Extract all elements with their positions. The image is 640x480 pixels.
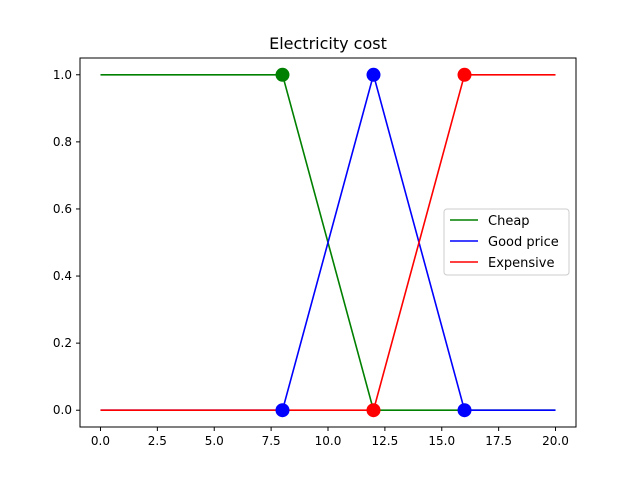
- axes-frame: [79, 57, 577, 428]
- y-tick-label: 0.6: [53, 202, 72, 216]
- x-tick-label: 10.0: [315, 434, 342, 448]
- chart-title: Electricity cost: [269, 34, 387, 53]
- series-marker-2: [457, 403, 472, 418]
- series-marker-2: [366, 67, 381, 82]
- x-tick-label: 2.5: [148, 434, 167, 448]
- series-marker-3: [457, 67, 472, 82]
- x-tick-label: 7.5: [262, 434, 281, 448]
- legend-box: [443, 208, 570, 276]
- x-tick-label: 17.5: [485, 434, 512, 448]
- x-tick-label: 5.0: [205, 434, 224, 448]
- series-marker-2: [275, 403, 290, 418]
- series-marker-1: [275, 67, 290, 82]
- legend-label: Good price: [488, 235, 559, 250]
- legend: Cheap Good price Expensive: [443, 208, 570, 276]
- y-tick-label: 1.0: [53, 68, 72, 82]
- plot-area: 0.0 2.5 5.0 7.5 10.0 12.5 15.0 17.5 20.0 0.0 0.2 0.…: [53, 67, 569, 448]
- legend-label: Expensive: [488, 256, 554, 271]
- legend-label: Cheap: [488, 214, 530, 229]
- series-marker-3: [366, 403, 381, 418]
- x-tick-label: 20.0: [542, 434, 569, 448]
- y-tick-label: 0.8: [53, 135, 72, 149]
- x-tick-label: 15.0: [428, 434, 455, 448]
- x-tick-label: 0.0: [91, 434, 110, 448]
- y-tick-label: 0.0: [53, 403, 72, 417]
- y-tick-label: 0.2: [53, 336, 72, 350]
- x-tick-label: 12.5: [372, 434, 399, 448]
- y-tick-label: 0.4: [53, 269, 72, 283]
